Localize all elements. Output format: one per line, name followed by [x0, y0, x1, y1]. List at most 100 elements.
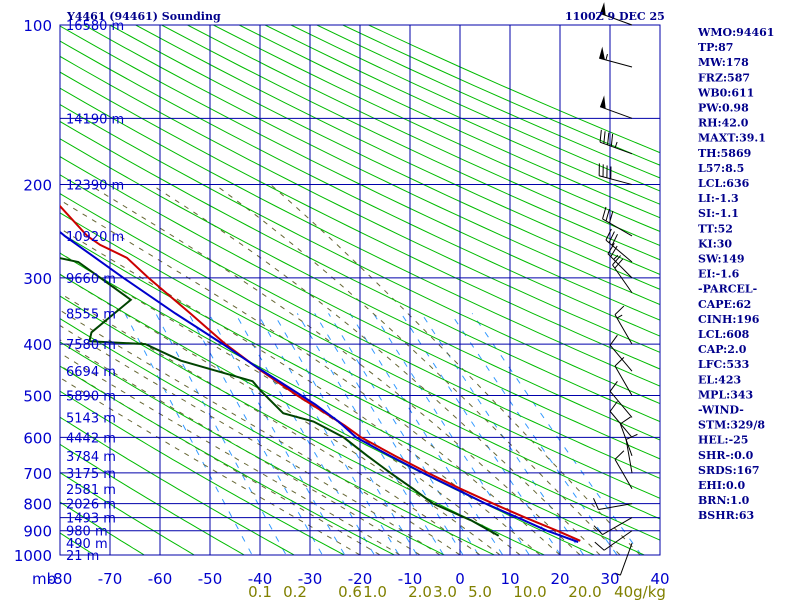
mixing-ratio-label: 10.0 — [513, 583, 546, 600]
height-label: 5890 m — [66, 389, 116, 404]
dry-adiabat-line — [134, 25, 660, 276]
dry-adiabat-line — [60, 55, 660, 353]
mixing-ratio-line — [373, 313, 530, 555]
dry-adiabat-line — [263, 25, 660, 205]
wind-barb-feather — [614, 357, 625, 367]
wind-barb-half-feather — [613, 254, 619, 260]
wind-barb-feather — [614, 450, 625, 460]
moist-adiabat-line — [60, 199, 561, 555]
wind-barb — [599, 46, 633, 68]
dry-adiabat-line — [60, 416, 296, 555]
pressure-tick-label: 200 — [23, 177, 52, 195]
wind-barb-staff — [602, 517, 633, 536]
wind-barb-staff — [603, 530, 633, 551]
mixing-ratio-line — [471, 313, 643, 555]
wind-barb-feather — [607, 242, 615, 255]
wind-barb-staff — [598, 503, 633, 511]
wind-barb-feather — [610, 245, 618, 257]
mixing-ratio-line — [155, 313, 287, 555]
wind-barb-staff — [599, 12, 633, 26]
wind-barb-feather — [614, 258, 624, 269]
wind-barb-staff — [607, 253, 633, 279]
wind-barb — [612, 255, 633, 294]
height-label: 7580 m — [66, 338, 116, 353]
dry-adiabat-line — [60, 501, 146, 555]
mixing-ratio-line — [188, 313, 323, 555]
wind-barb-staff — [599, 106, 633, 119]
temperature-tick-label: -80 — [48, 570, 73, 588]
mixing-ratio-line — [349, 313, 504, 555]
moist-adiabat-line — [60, 273, 501, 555]
height-label: 6694 m — [66, 365, 116, 380]
dry-adiabat-line — [60, 365, 396, 555]
dry-adiabat-line — [60, 295, 546, 555]
parcel-line — [60, 230, 579, 543]
wind-barb — [605, 228, 633, 263]
dry-adiabat-line — [60, 156, 660, 460]
wind-barb-staff — [625, 439, 633, 473]
wind-barb-feather — [593, 498, 599, 510]
mixing-ratio-label: 40g/kg — [614, 583, 666, 600]
wind-barb — [614, 543, 633, 576]
height-label: 8555 m — [66, 307, 116, 322]
wind-barb-feather — [620, 416, 631, 425]
wind-barb — [609, 334, 633, 372]
wind-barb-staff — [614, 365, 633, 396]
wind-barb-feather — [599, 129, 602, 143]
dry-adiabat-line — [60, 87, 660, 387]
mixing-ratio-line — [124, 313, 253, 555]
wind-barb — [619, 416, 633, 457]
wind-barb-feather — [611, 233, 618, 246]
wind-barb — [598, 163, 633, 186]
wind-barb — [602, 206, 633, 237]
mixing-ratio-label: 2.0 — [408, 583, 432, 600]
temperature-tick-label: -50 — [198, 570, 223, 588]
wind-barb — [599, 2, 633, 26]
dry-adiabat-line — [238, 25, 660, 219]
height-label: 10920 m — [66, 230, 124, 245]
wind-barb-feather — [593, 525, 603, 535]
wind-barb-half-feather — [614, 572, 621, 576]
mixing-ratio-line — [328, 313, 480, 555]
dry-adiabat-line — [60, 120, 660, 423]
mixing-ratio-line — [273, 313, 418, 555]
dry-adiabat-line — [60, 71, 660, 370]
mixing-ratio-line — [296, 313, 445, 555]
dry-adiabat-line — [60, 318, 496, 555]
dry-adiabat-line — [82, 25, 660, 306]
dry-adiabat-line — [60, 193, 660, 499]
pressure-tick-label: 100 — [23, 17, 52, 35]
wind-barb-half-feather — [614, 141, 618, 148]
wind-barb-staff — [609, 391, 633, 418]
wind-barb-feather — [625, 433, 638, 440]
wind-barb-staff — [599, 175, 633, 186]
height-label: 5143 m — [66, 411, 116, 426]
wind-barb-pennant — [600, 95, 606, 109]
wind-barb — [609, 381, 633, 418]
wind-barb-feather — [610, 133, 614, 147]
moist-adiabat-line — [60, 364, 381, 555]
dry-adiabat-line — [60, 471, 196, 555]
mixing-ratio-label: 1.0 — [363, 583, 387, 600]
dry-adiabat-line — [108, 25, 660, 290]
wind-barb-staff — [602, 218, 633, 237]
mixing-ratio-label: 0.2 — [283, 583, 307, 600]
pressure-tick-label: 900 — [23, 523, 52, 541]
dry-adiabat-line — [60, 212, 660, 520]
mixing-ratio-lines — [124, 313, 643, 555]
wind-barb-staff — [599, 141, 633, 155]
pressure-tick-label: 1000 — [14, 547, 52, 565]
dewpoint-line — [60, 257, 500, 537]
mixing-ratio-line — [421, 313, 585, 555]
wind-barb-feather — [609, 210, 614, 224]
dry-adiabat-line — [60, 40, 660, 337]
mixing-ratio-label: 20.0 — [568, 583, 601, 600]
mixing-ratio-label: 0.1 — [248, 583, 272, 600]
wind-barb-feather — [609, 401, 618, 412]
wind-barb-staff — [599, 57, 633, 68]
temperature-tick-label: 0 — [455, 570, 465, 588]
dry-adiabat-line — [160, 25, 660, 261]
height-label: 12390 m — [66, 179, 124, 194]
wind-barb-staff — [605, 239, 633, 263]
wind-barb — [614, 357, 633, 396]
